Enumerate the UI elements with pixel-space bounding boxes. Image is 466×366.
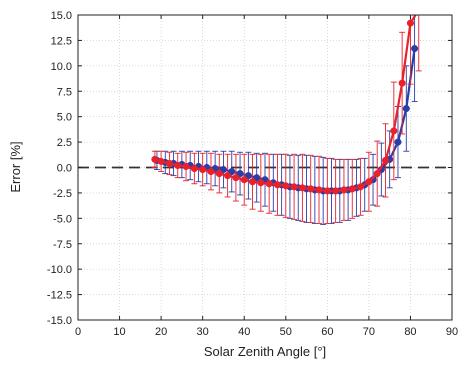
data-point (394, 138, 402, 146)
data-point (402, 104, 410, 113)
data-point (381, 156, 390, 164)
y-tick-label: -2.5 (53, 188, 72, 200)
data-point (151, 155, 159, 163)
data-point (348, 185, 356, 193)
series-1 (151, 7, 422, 224)
data-point (157, 157, 165, 165)
y-axis-title: Error [%] (8, 141, 23, 192)
data-point (174, 161, 182, 170)
y-tick-label: -15.0 (47, 315, 72, 327)
x-tick-label: 50 (280, 326, 292, 338)
data-point (290, 183, 298, 191)
x-tick-label: 10 (113, 326, 125, 338)
y-tick-label: 7.5 (57, 86, 72, 98)
y-tick-label: -10.0 (47, 264, 72, 276)
data-point (232, 174, 240, 182)
data-point (411, 45, 419, 53)
data-point (398, 79, 406, 87)
x-tick-label: 20 (155, 326, 167, 338)
x-tick-label: 0 (75, 326, 81, 338)
x-tick-label: 90 (446, 326, 458, 338)
data-point (165, 159, 173, 167)
data-point (340, 186, 348, 194)
y-tick-label: 10.0 (51, 61, 72, 73)
data-point (265, 180, 273, 188)
data-point (282, 182, 290, 190)
axes: 0 10 20 30 40 50 60 70 80 90 -15.0 -12.5 -10.0 -7.5 -5… (47, 10, 458, 338)
data-point (365, 178, 373, 186)
data-point (357, 183, 365, 191)
data-point (273, 181, 282, 189)
data-point (332, 187, 340, 195)
data-point (406, 19, 414, 27)
data-point (298, 184, 306, 192)
x-tick-label: 40 (238, 326, 250, 338)
x-tick-label: 60 (321, 326, 333, 338)
data-point (240, 176, 248, 184)
data-point (307, 185, 315, 193)
y-tick-label: 0.0 (57, 163, 72, 175)
data-point (215, 170, 223, 178)
data-point (415, 7, 422, 14)
data-point (248, 178, 257, 186)
data-point (257, 179, 265, 187)
data-point (315, 186, 323, 194)
x-tick-label: 70 (363, 326, 375, 338)
y-tick-label: -5.0 (53, 213, 72, 225)
series-layer (151, 7, 422, 225)
data-point (182, 162, 190, 171)
y-tick-label: 2.5 (57, 137, 72, 149)
data-point (207, 168, 215, 176)
data-point (199, 165, 207, 174)
x-tick-label: 30 (197, 326, 209, 338)
x-tick-label: 80 (404, 326, 416, 338)
data-point (190, 164, 198, 173)
data-point (373, 170, 381, 178)
y-tick-label: 15.0 (51, 10, 72, 22)
y-tick-label: -12.5 (47, 290, 72, 302)
y-tick-label: -7.5 (53, 239, 72, 251)
data-point (323, 187, 331, 195)
y-tick-label: 12.5 (51, 35, 72, 47)
x-axis-title: Solar Zenith Angle [°] (204, 344, 326, 359)
data-point (390, 127, 398, 135)
data-point (224, 172, 232, 180)
y-tick-label: 5.0 (57, 112, 72, 124)
